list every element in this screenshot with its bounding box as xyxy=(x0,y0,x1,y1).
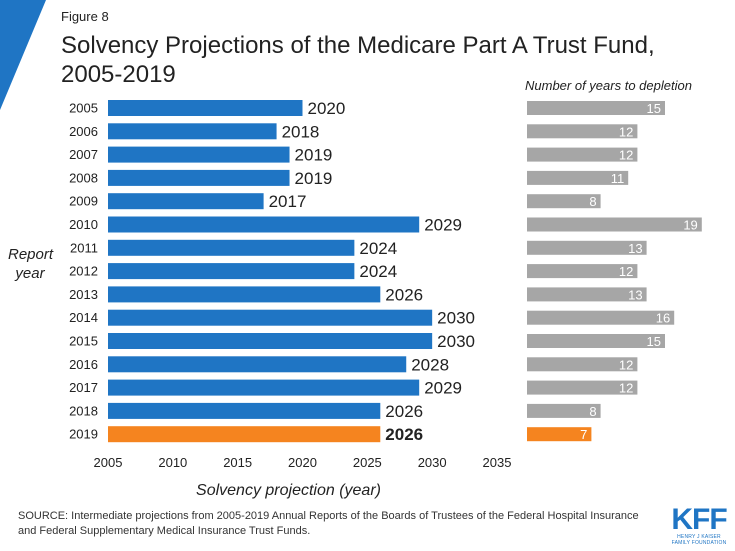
y-tick-label: 2005 xyxy=(69,101,98,116)
solvency-bar xyxy=(108,100,303,116)
solvency-bar-value-label: 2028 xyxy=(411,355,449,374)
solvency-bar-value-label: 2019 xyxy=(295,146,333,165)
depletion-bar xyxy=(527,311,674,325)
solvency-bar xyxy=(108,403,380,419)
x-tick-label: 2005 xyxy=(94,455,123,470)
solvency-bar-value-label: 2026 xyxy=(385,402,423,421)
source-note: SOURCE: Intermediate projections from 20… xyxy=(18,509,658,539)
solvency-bar xyxy=(108,170,290,186)
solvency-bar-value-label: 2024 xyxy=(359,262,397,281)
x-tick-label: 2030 xyxy=(418,455,447,470)
solvency-bar-value-label: 2029 xyxy=(424,379,462,398)
solvency-bar-value-label: 2026 xyxy=(385,425,423,444)
solvency-bar-value-label: 2026 xyxy=(385,285,423,304)
depletion-bar-value-label: 15 xyxy=(647,334,661,349)
solvency-bar-value-label: 2018 xyxy=(282,122,320,141)
depletion-bar-value-label: 8 xyxy=(589,404,596,419)
solvency-bar-value-label: 2029 xyxy=(424,216,462,235)
chart-canvas: 2005 2020 2006 2018 2007 2019 2008 2019 2009 2017… xyxy=(0,0,735,551)
depletion-bar xyxy=(527,101,665,115)
solvency-bar-value-label: 2019 xyxy=(295,169,333,188)
x-tick-label: 2035 xyxy=(483,455,512,470)
x-tick-label: 2010 xyxy=(158,455,187,470)
y-tick-label: 2014 xyxy=(69,310,98,325)
solvency-bar xyxy=(108,310,432,326)
solvency-bar xyxy=(108,193,264,209)
depletion-bar-value-label: 13 xyxy=(628,241,642,256)
solvency-bar xyxy=(108,123,277,139)
y-tick-label: 2011 xyxy=(70,240,98,255)
depletion-bar-value-label: 12 xyxy=(619,381,633,396)
solvency-bar xyxy=(108,263,354,279)
depletion-bar-value-label: 12 xyxy=(619,124,633,139)
solvency-bar-value-label: 2017 xyxy=(269,192,307,211)
depletion-bar-value-label: 12 xyxy=(619,264,633,279)
solvency-bar xyxy=(108,286,380,302)
depletion-bar xyxy=(527,218,702,232)
depletion-bar-value-label: 12 xyxy=(619,357,633,372)
solvency-bar-value-label: 2024 xyxy=(359,239,397,258)
depletion-bar xyxy=(527,334,665,348)
solvency-bar-value-label: 2020 xyxy=(308,99,346,118)
depletion-bar-value-label: 8 xyxy=(589,194,596,209)
solvency-bar xyxy=(108,240,354,256)
y-tick-label: 2013 xyxy=(69,287,98,302)
y-tick-label: 2016 xyxy=(69,357,98,372)
depletion-bar-value-label: 16 xyxy=(656,311,670,326)
depletion-bar-value-label: 19 xyxy=(683,218,697,233)
x-tick-label: 2020 xyxy=(288,455,317,470)
x-tick-label: 2015 xyxy=(223,455,252,470)
y-tick-label: 2018 xyxy=(69,403,98,418)
depletion-bar-value-label: 13 xyxy=(628,287,642,302)
y-tick-label: 2019 xyxy=(69,427,98,442)
solvency-bar xyxy=(108,426,380,442)
kff-logo-subtext-2: FAMILY FOUNDATION xyxy=(671,540,727,546)
x-tick-label: 2025 xyxy=(353,455,382,470)
y-tick-label: 2007 xyxy=(69,147,98,162)
solvency-bar xyxy=(108,356,406,372)
depletion-bar-value-label: 15 xyxy=(647,101,661,116)
depletion-bar-value-label: 11 xyxy=(611,171,625,186)
y-tick-label: 2006 xyxy=(69,124,98,139)
solvency-bar xyxy=(108,147,290,163)
kff-logo-letters: KFF xyxy=(671,506,727,534)
y-tick-label: 2012 xyxy=(69,264,98,279)
solvency-bar-value-label: 2030 xyxy=(437,332,475,351)
kff-logo: KFF HENRY J KAISER FAMILY FOUNDATION xyxy=(671,506,727,546)
y-tick-label: 2009 xyxy=(69,194,98,209)
depletion-bar-value-label: 12 xyxy=(619,148,633,163)
solvency-bar xyxy=(108,333,432,349)
y-tick-label: 2017 xyxy=(69,380,98,395)
depletion-bar-value-label: 7 xyxy=(580,427,587,442)
solvency-bar xyxy=(108,217,419,233)
x-axis-label: Solvency projection (year) xyxy=(196,482,381,499)
solvency-bar-value-label: 2030 xyxy=(437,309,475,328)
y-tick-label: 2008 xyxy=(69,170,98,185)
y-tick-label: 2010 xyxy=(69,217,98,232)
solvency-bar xyxy=(108,380,419,396)
y-tick-label: 2015 xyxy=(69,334,98,349)
